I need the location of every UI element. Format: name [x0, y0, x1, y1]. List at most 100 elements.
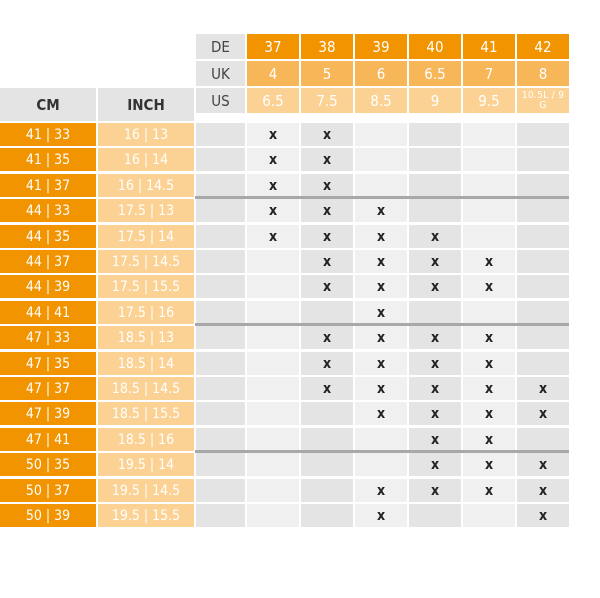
fit-mark-cell: [301, 301, 353, 324]
group-separator: [195, 450, 569, 453]
fit-mark-cell: [517, 326, 569, 349]
fit-mark-cell: [517, 352, 569, 375]
fit-mark-cell: [409, 199, 461, 222]
cm-size-cell: 41 | 37: [0, 174, 96, 197]
inch-size-cell: 18.5 | 15.5: [98, 402, 194, 425]
fit-mark-cell: [355, 453, 407, 476]
fit-mark-cell: [301, 428, 353, 451]
header-de-size: 38: [301, 34, 353, 59]
header-uk-size: 8: [517, 61, 569, 86]
fit-mark-cell: [463, 199, 515, 222]
inch-size-cell: 17.5 | 16: [98, 301, 194, 324]
row-label-spacer: [196, 504, 245, 527]
header-de-size: 39: [355, 34, 407, 59]
fit-mark-cell: x: [463, 250, 515, 273]
group-separator: [195, 196, 569, 199]
fit-mark-cell: [247, 352, 299, 375]
fit-mark-cell: [247, 453, 299, 476]
row-label-spacer: [196, 453, 245, 476]
fit-mark-cell: x: [409, 352, 461, 375]
fit-mark-cell: [355, 148, 407, 171]
fit-mark-cell: x: [247, 148, 299, 171]
row-label-spacer: [196, 275, 245, 298]
fit-mark-cell: [517, 301, 569, 324]
fit-mark-cell: x: [463, 352, 515, 375]
fit-mark-cell: x: [463, 479, 515, 502]
header-de-size: 40: [409, 34, 461, 59]
fit-mark-cell: x: [355, 199, 407, 222]
fit-mark-cell: [463, 123, 515, 146]
header-uk-size: 7: [463, 61, 515, 86]
row-label-spacer: [196, 225, 245, 248]
header-uk-size: 6: [355, 61, 407, 86]
fit-mark-cell: x: [463, 377, 515, 400]
fit-mark-cell: [463, 225, 515, 248]
inch-column-title: INCH: [98, 88, 194, 121]
fit-mark-cell: x: [409, 275, 461, 298]
fit-mark-cell: x: [463, 453, 515, 476]
inch-size-cell: 17.5 | 15.5: [98, 275, 194, 298]
group-separator: [195, 323, 569, 326]
fit-mark-cell: [409, 301, 461, 324]
fit-mark-cell: [409, 504, 461, 527]
fit-mark-cell: [517, 199, 569, 222]
fit-mark-cell: x: [409, 479, 461, 502]
inch-size-cell: 16 | 13: [98, 123, 194, 146]
fit-mark-cell: [247, 326, 299, 349]
cm-size-cell: 50 | 37: [0, 479, 96, 502]
fit-mark-cell: x: [409, 453, 461, 476]
fit-mark-cell: x: [247, 199, 299, 222]
fit-mark-cell: [409, 123, 461, 146]
fit-mark-cell: x: [355, 301, 407, 324]
header-us-size: 9.5: [463, 88, 515, 113]
fit-mark-cell: x: [301, 123, 353, 146]
fit-mark-cell: [463, 174, 515, 197]
row-label-spacer: [196, 352, 245, 375]
fit-mark-cell: x: [301, 377, 353, 400]
fit-mark-cell: x: [355, 479, 407, 502]
cm-column-title: CM: [0, 88, 96, 121]
cm-size-cell: 47 | 33: [0, 326, 96, 349]
fit-mark-cell: x: [355, 504, 407, 527]
fit-mark-cell: x: [301, 352, 353, 375]
row-label-spacer: [196, 250, 245, 273]
cm-size-cell: 44 | 33: [0, 199, 96, 222]
inch-size-cell: 17.5 | 14: [98, 225, 194, 248]
fit-mark-cell: x: [247, 225, 299, 248]
header-label-uk: UK: [196, 61, 245, 86]
header-us-size: 8.5: [355, 88, 407, 113]
fit-mark-cell: x: [409, 225, 461, 248]
fit-mark-cell: [463, 148, 515, 171]
header-label-de: DE: [196, 34, 245, 59]
fit-mark-cell: x: [301, 148, 353, 171]
row-label-spacer: [196, 301, 245, 324]
fit-mark-cell: x: [517, 479, 569, 502]
header-us-size: 6.5: [247, 88, 299, 113]
row-label-spacer: [196, 428, 245, 451]
fit-mark-cell: x: [355, 377, 407, 400]
fit-mark-cell: x: [301, 225, 353, 248]
header-us-size: 10.5L / 9 G: [517, 88, 569, 113]
inch-size-cell: 17.5 | 14.5: [98, 250, 194, 273]
inch-size-cell: 18.5 | 14.5: [98, 377, 194, 400]
cm-size-cell: 44 | 35: [0, 225, 96, 248]
fit-mark-cell: x: [463, 326, 515, 349]
fit-mark-cell: x: [301, 174, 353, 197]
fit-mark-cell: [247, 250, 299, 273]
header-label-us: US: [196, 88, 245, 113]
fit-mark-cell: [517, 428, 569, 451]
inch-size-cell: 18.5 | 14: [98, 352, 194, 375]
inch-size-cell: 19.5 | 15.5: [98, 504, 194, 527]
header-uk-size: 6.5: [409, 61, 461, 86]
header-uk-size: 4: [247, 61, 299, 86]
cm-size-cell: 41 | 33: [0, 123, 96, 146]
cm-size-cell: 47 | 39: [0, 402, 96, 425]
fit-mark-cell: x: [463, 402, 515, 425]
header-us-size: 9: [409, 88, 461, 113]
fit-mark-cell: [301, 504, 353, 527]
inch-size-cell: 19.5 | 14: [98, 453, 194, 476]
fit-mark-cell: [247, 377, 299, 400]
row-label-spacer: [196, 148, 245, 171]
fit-mark-cell: [517, 250, 569, 273]
